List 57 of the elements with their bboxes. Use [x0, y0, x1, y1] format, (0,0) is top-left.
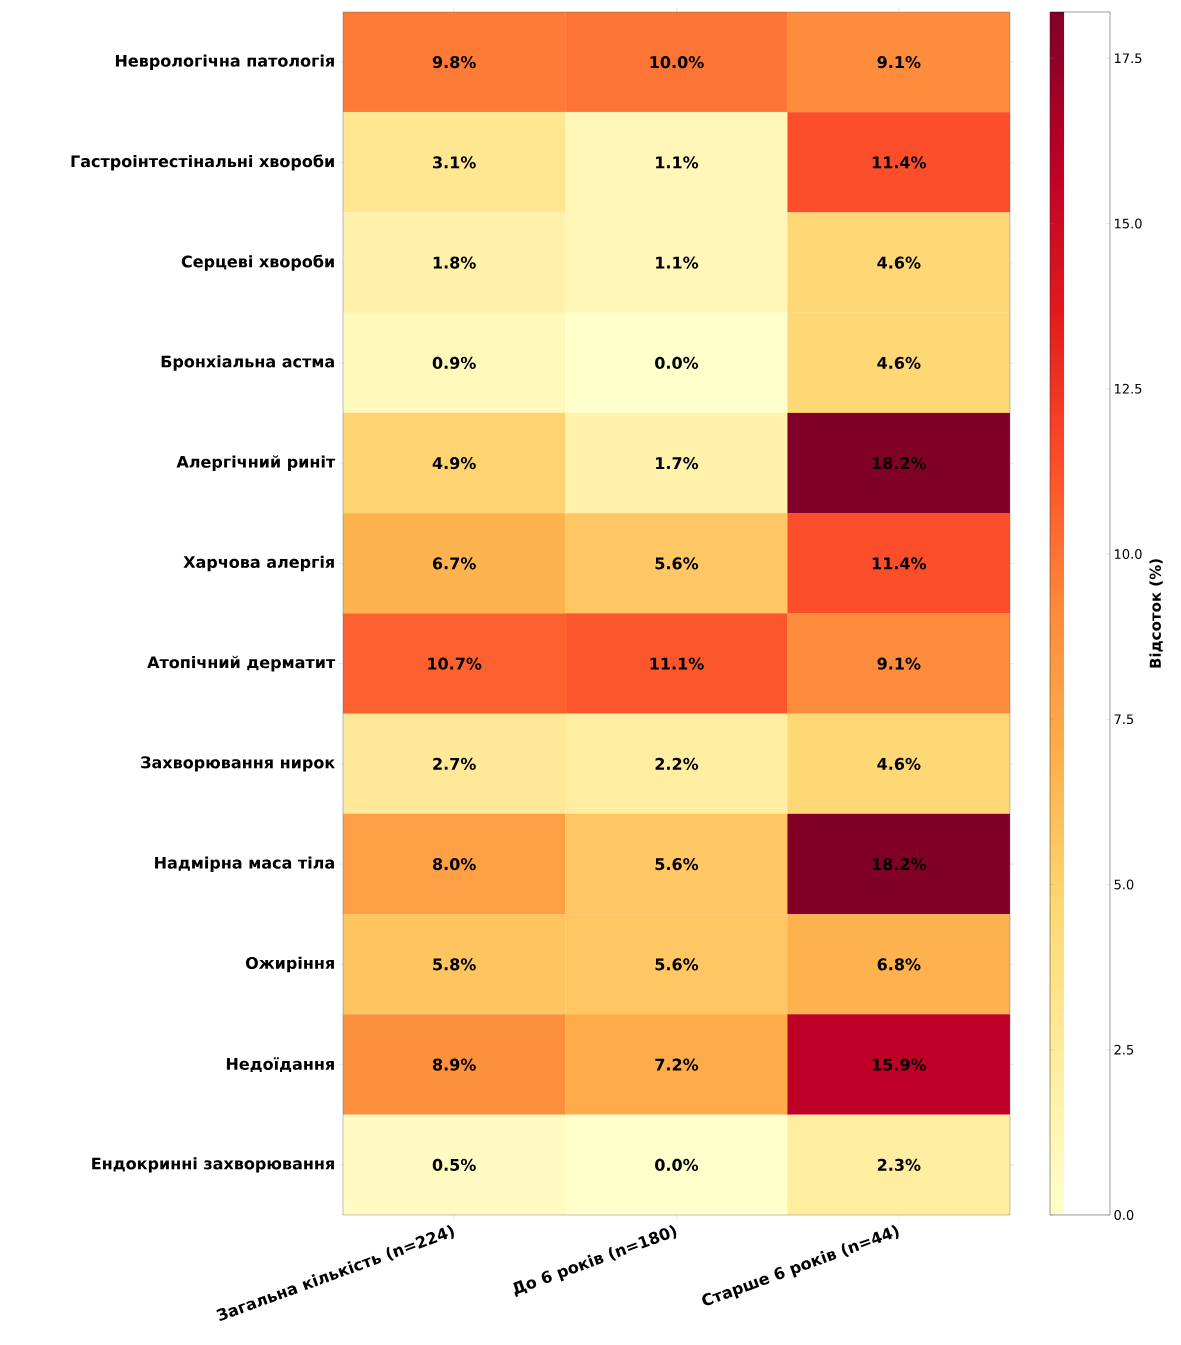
data-label: 2.2%: [655, 757, 699, 770]
y-tick-label: Захворювання нирок: [141, 756, 335, 772]
data-label: 5.6%: [655, 958, 699, 971]
y-tick-label: Ожиріння: [245, 956, 334, 973]
data-label: 4.6%: [877, 356, 921, 369]
data-label: 9.1%: [877, 56, 921, 69]
y-tick-label: Гастроінтестінальні хвороби: [71, 154, 334, 171]
y-tick-label: Недоїдання: [226, 1057, 334, 1072]
color-bar-label: 5.0: [1114, 879, 1134, 890]
data-label: 10.7%: [428, 657, 482, 670]
data-label: 4.6%: [877, 256, 921, 269]
data-label: 5.6%: [655, 557, 699, 570]
y-tick-label: Атопічний дерматит: [147, 655, 336, 672]
y-tick-label: Серцеві хвороби: [181, 254, 334, 271]
color-bar-title: Відсоток (%): [1149, 559, 1163, 668]
y-tick-label: Харчова алергія: [183, 555, 334, 572]
color-bar-label: 10.0: [1114, 549, 1142, 559]
data-label: 3.1%: [433, 156, 476, 169]
data-label: 9.1%: [877, 657, 921, 670]
color-bar-label: 17.5: [1114, 53, 1142, 64]
y-tick-label: Бронхіальна астма: [161, 355, 334, 371]
y-tick-label: Надмірна маса тіла: [155, 856, 334, 872]
data-label: 4.6%: [877, 757, 921, 770]
color-bar-label: 0.0: [1114, 1210, 1134, 1220]
color-bar-label: 2.5: [1114, 1044, 1134, 1055]
data-label: 1.1%: [656, 256, 699, 269]
data-label: 0.0%: [655, 1158, 699, 1171]
color-bar-label: 7.5: [1114, 714, 1134, 725]
data-label: 2.7%: [433, 757, 476, 770]
data-label: 4.9%: [432, 457, 476, 470]
data-label: 18.2%: [872, 457, 927, 470]
data-label: 0.0%: [655, 356, 699, 369]
data-label: 11.4%: [872, 557, 927, 570]
data-label: 5.8%: [433, 958, 476, 971]
data-label: 0.9%: [432, 356, 476, 369]
y-tick-label: Алергічний риніт: [176, 455, 336, 471]
data-label: 9.8%: [432, 56, 476, 69]
data-label: 0.5%: [432, 1158, 476, 1171]
y-tick-label: Неврологічна патологія: [115, 54, 334, 70]
data-label: 1.1%: [656, 156, 699, 169]
data-label: 7.2%: [655, 1058, 699, 1071]
color-bar-label: 15.0: [1114, 218, 1142, 229]
data-label: 11.1%: [650, 657, 704, 670]
data-label: 15.9%: [872, 1058, 927, 1071]
data-label: 2.3%: [877, 1158, 921, 1171]
data-label: 1.8%: [433, 256, 476, 269]
data-label: 8.9%: [432, 1058, 476, 1071]
data-label: 1.7%: [656, 457, 699, 470]
data-label: 6.7%: [432, 557, 476, 570]
data-label: 18.2%: [872, 858, 927, 871]
data-label: 8.0%: [432, 858, 476, 871]
data-label: 11.4%: [872, 156, 927, 169]
y-tick-label: Ендокринні захворювання: [92, 1157, 334, 1173]
data-label: 6.8%: [877, 958, 921, 971]
data-label: 5.6%: [655, 858, 699, 871]
color-bar-label: 12.5: [1114, 383, 1142, 394]
data-label: 10.0%: [650, 56, 704, 69]
